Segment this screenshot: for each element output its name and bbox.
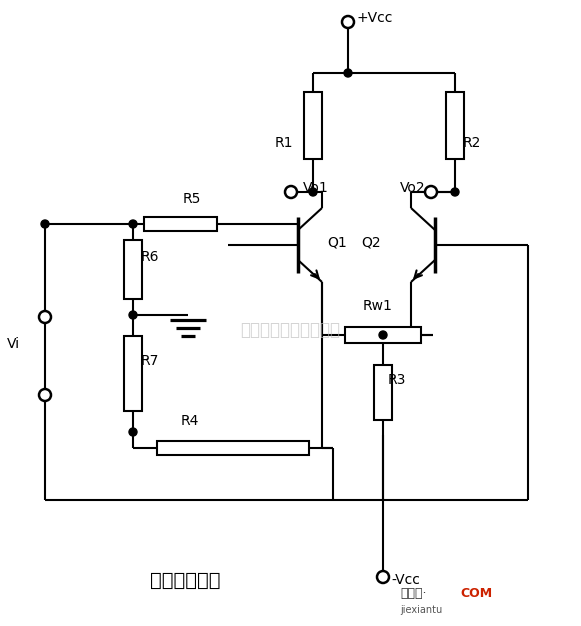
Text: Vo2: Vo2	[400, 181, 426, 195]
Circle shape	[309, 188, 317, 196]
Text: R6: R6	[141, 250, 160, 264]
Circle shape	[285, 186, 297, 198]
Bar	[145, 217, 217, 231]
Text: -Vcc: -Vcc	[391, 573, 420, 587]
Circle shape	[451, 188, 459, 196]
Text: R5: R5	[183, 192, 202, 206]
Circle shape	[425, 186, 437, 198]
Text: Q2: Q2	[361, 236, 381, 250]
Bar	[157, 441, 309, 455]
Text: COM: COM	[460, 587, 492, 600]
Bar	[374, 366, 392, 419]
Circle shape	[129, 428, 137, 436]
Text: R3: R3	[388, 373, 406, 387]
Circle shape	[129, 220, 137, 228]
Circle shape	[39, 311, 51, 323]
Circle shape	[41, 220, 49, 228]
Text: Rw1: Rw1	[363, 299, 393, 313]
Bar	[124, 240, 142, 299]
Bar	[345, 327, 421, 343]
Circle shape	[379, 331, 387, 339]
Text: jiexiantu: jiexiantu	[400, 605, 442, 615]
Circle shape	[377, 571, 389, 583]
Bar	[446, 92, 464, 159]
Text: 差分放大电路: 差分放大电路	[150, 571, 221, 590]
Text: 杭州将睿科技有限公司: 杭州将睿科技有限公司	[240, 321, 340, 339]
Text: Vi: Vi	[7, 337, 20, 351]
Bar	[304, 92, 322, 159]
Circle shape	[129, 311, 137, 319]
Circle shape	[344, 69, 352, 77]
Text: 接线图·: 接线图·	[400, 587, 426, 600]
Text: +Vcc: +Vcc	[356, 11, 392, 25]
Bar	[124, 336, 142, 411]
Text: R4: R4	[181, 414, 199, 428]
Text: R1: R1	[275, 136, 293, 150]
Text: Vo1: Vo1	[303, 181, 329, 195]
Text: R7: R7	[141, 354, 159, 368]
Circle shape	[39, 389, 51, 401]
Text: R2: R2	[463, 136, 482, 150]
Circle shape	[342, 16, 354, 28]
Text: Q1: Q1	[327, 236, 347, 250]
